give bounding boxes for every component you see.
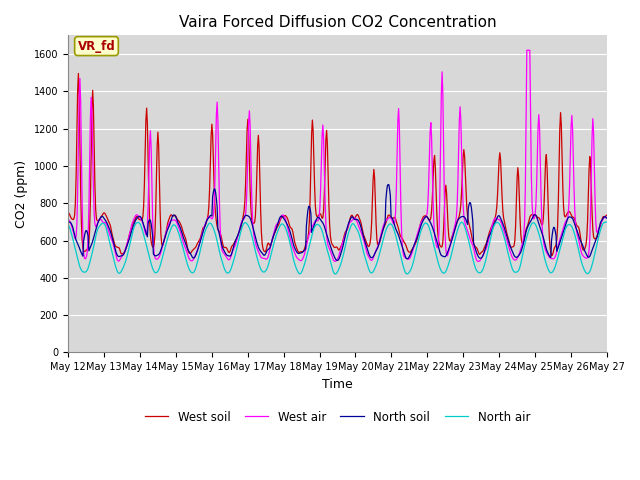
Line: North air: North air [68, 222, 607, 274]
Y-axis label: CO2 (ppm): CO2 (ppm) [15, 160, 28, 228]
North soil [74, 240, 81, 246]
North soil [333, 258, 341, 264]
West soil [604, 212, 611, 218]
North air [604, 219, 611, 225]
North air [419, 222, 427, 228]
West soil [185, 249, 193, 255]
West soil [74, 87, 81, 93]
Line: West air: West air [68, 50, 607, 262]
North air [129, 228, 137, 233]
West soil [404, 247, 412, 253]
West air [523, 48, 531, 53]
West air [129, 218, 137, 224]
North air [64, 222, 72, 228]
West soil [419, 214, 427, 220]
North air [74, 256, 81, 262]
North soil [212, 196, 220, 202]
Text: VR_fd: VR_fd [77, 40, 115, 53]
Legend: West soil, West air, North soil, North air: West soil, West air, North soil, North a… [140, 406, 535, 428]
North soil [404, 255, 412, 261]
West air [403, 256, 411, 262]
West air [419, 217, 426, 223]
North air [332, 271, 339, 277]
North soil [604, 216, 611, 221]
West air [74, 189, 81, 195]
West air [64, 216, 72, 222]
North air [212, 235, 220, 240]
North air [404, 271, 412, 276]
North soil [64, 219, 72, 225]
West air [184, 252, 192, 258]
West air [474, 259, 482, 264]
West soil [548, 252, 556, 258]
X-axis label: Time: Time [322, 378, 353, 391]
North soil [184, 247, 192, 252]
North soil [420, 216, 428, 222]
Line: North soil: North soil [68, 184, 607, 261]
West soil [213, 224, 221, 229]
West air [212, 112, 220, 118]
West soil [130, 219, 138, 225]
Line: West soil: West soil [68, 73, 607, 255]
West soil [75, 71, 83, 76]
West air [604, 215, 611, 220]
North air [184, 263, 192, 269]
North soil [129, 224, 137, 229]
Title: Vaira Forced Diffusion CO2 Concentration: Vaira Forced Diffusion CO2 Concentration [179, 15, 496, 30]
West soil [64, 210, 72, 216]
North soil [384, 181, 392, 187]
